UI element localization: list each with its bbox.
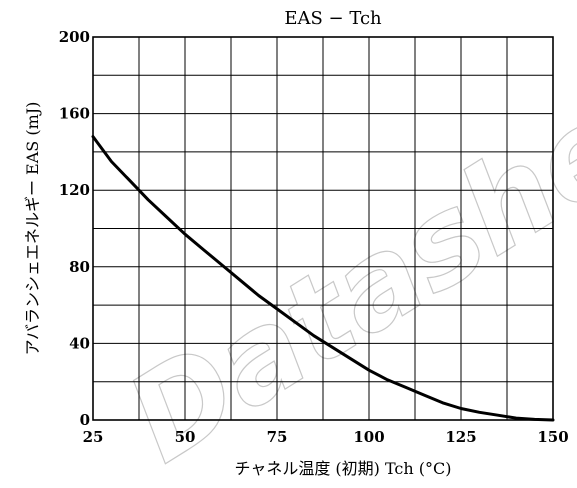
x-tick-label-2: 75: [267, 428, 288, 446]
x-tick-label-0: 25: [83, 428, 104, 446]
y-tick-label-3: 120: [59, 181, 90, 199]
y-tick-label-0: 0: [80, 411, 90, 429]
y-axis-label: アバランシェエネルギー EAS (mJ): [23, 102, 42, 356]
x-tick-label-5: 150: [537, 428, 568, 446]
x-tick-label-3: 100: [353, 428, 384, 446]
y-tick-label-5: 200: [59, 28, 90, 46]
y-tick-label-1: 40: [69, 334, 90, 352]
y-tick-label-4: 160: [59, 105, 90, 123]
chart-title: EAS − Tch: [284, 8, 382, 29]
tick-labels: 25 50 75 100 125 150 0 40 80 120 160 200: [59, 28, 569, 446]
y-tick-label-2: 80: [69, 258, 90, 276]
grid: [93, 37, 553, 420]
series-line-0: [91, 135, 555, 422]
series-layer: [91, 135, 555, 422]
x-tick-label-1: 50: [175, 428, 196, 446]
watermark: Datasheet: [105, 1, 577, 488]
x-axis-label: チャネル温度 (初期) Tch (°C): [234, 459, 451, 478]
plot-frame: [92, 36, 554, 421]
x-tick-label-4: 125: [445, 428, 476, 446]
